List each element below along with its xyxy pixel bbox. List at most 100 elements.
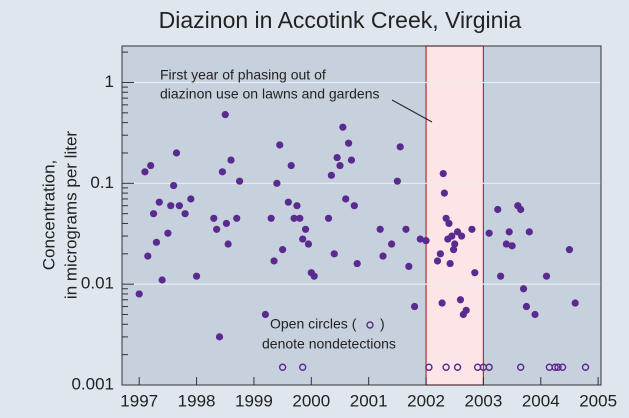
detection-point [144, 252, 152, 260]
detection-point [376, 225, 384, 233]
detection-point [192, 272, 201, 280]
nondetection-point [558, 363, 567, 371]
nondetection-point [453, 363, 462, 371]
detection-point [273, 179, 281, 187]
detection-point [222, 219, 231, 228]
x-tick-label: 2000 [292, 391, 330, 410]
y-tick-label: 1 [105, 72, 114, 91]
detection-point [497, 272, 505, 280]
note: Open circles ( [270, 316, 357, 332]
detection-point [402, 225, 410, 233]
detection-point [164, 229, 172, 237]
x-tick-label: 2003 [464, 391, 502, 410]
detection-point [227, 156, 235, 164]
detection-point [213, 225, 221, 233]
detection-point [396, 143, 404, 151]
note-symbol [366, 321, 374, 329]
detection-point [342, 195, 350, 203]
detection-point [410, 302, 419, 311]
detection-point [324, 214, 333, 222]
detection-point [468, 225, 476, 233]
detection-point [235, 177, 244, 185]
detection-point [141, 168, 149, 176]
detection-point [451, 240, 459, 248]
detection-point [388, 240, 396, 248]
annotation: First year of phasing out of [160, 67, 326, 83]
detection-point [167, 202, 175, 210]
detection-point [147, 161, 155, 170]
detection-point [525, 228, 533, 236]
nondetection-point [554, 363, 562, 371]
detection-point [436, 250, 444, 258]
nondetection-point [485, 363, 493, 371]
detection-point [445, 219, 453, 228]
detection-point [301, 225, 310, 233]
detection-point [439, 169, 447, 178]
detection-point [299, 235, 307, 243]
nondetection-point [299, 363, 307, 371]
x-tick-label: 1997 [120, 391, 158, 410]
detection-point [433, 257, 442, 265]
y-tick-label: 0.1 [90, 173, 114, 192]
nondetection-point [551, 363, 559, 371]
detection-point [149, 210, 158, 218]
detection-point [462, 306, 470, 314]
nondetection-point [425, 363, 433, 371]
plot-frame [121, 45, 602, 386]
detection-point [221, 111, 229, 119]
detection-point [304, 240, 313, 248]
detection-point [494, 205, 502, 214]
detection-point [270, 257, 278, 265]
nondetection-point [278, 363, 287, 371]
detection-point [175, 202, 183, 210]
detection-point [290, 214, 298, 222]
detection-point [181, 210, 189, 218]
detection-point [471, 269, 479, 277]
detection-point [505, 228, 513, 236]
detection-point [456, 296, 465, 304]
detection-point [449, 246, 458, 254]
y-tick-label: 0.01 [81, 274, 114, 293]
detection-point [531, 310, 539, 319]
detection-point [310, 272, 318, 280]
detection-point [344, 139, 353, 147]
x-tick-label: 1998 [178, 391, 216, 410]
x-tick-label: 2005 [579, 391, 617, 410]
detection-point [522, 302, 531, 311]
x-tick-label: 2001 [350, 391, 388, 410]
x-tick-label: 1999 [235, 391, 273, 410]
detection-point [279, 246, 287, 254]
y-tick-label: 0.001 [71, 374, 114, 393]
detection-point [508, 242, 516, 250]
detection-point [438, 299, 446, 307]
detection-point [379, 252, 387, 260]
detection-point [152, 238, 161, 246]
chart-title: Diazinon in Accotink Creek, Virginia [159, 7, 522, 33]
detection-point [284, 198, 292, 206]
detection-point [458, 232, 466, 240]
detection-point [393, 177, 401, 185]
x-tick-label: 2004 [522, 391, 560, 410]
detection-point [327, 171, 335, 179]
detection-point [339, 123, 347, 131]
detection-point [416, 235, 424, 243]
detection-point [261, 310, 270, 319]
detection-point [571, 299, 579, 307]
detection-point [218, 168, 226, 176]
detection-point [333, 153, 341, 162]
shaded-region [425, 45, 485, 386]
y-axis-label: in micrograms per liter [61, 131, 80, 299]
detection-point [565, 246, 574, 254]
nondetection-point [442, 363, 450, 371]
detection-point [293, 202, 301, 210]
detection-point [350, 202, 358, 210]
detection-point [502, 240, 510, 248]
detection-point [517, 205, 525, 214]
detection-point [187, 195, 195, 203]
detection-point [330, 250, 338, 258]
plot-area [122, 46, 601, 385]
detection-point [422, 237, 430, 245]
annotation: diazinon use on lawns and gardens [160, 86, 380, 102]
detection-point [172, 149, 181, 157]
